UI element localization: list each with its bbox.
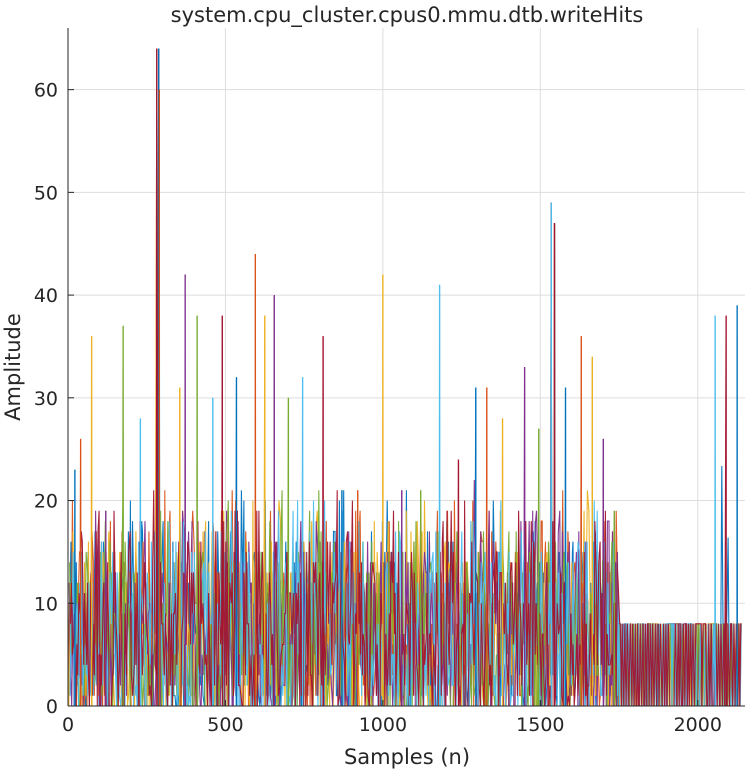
plot-area (67, 48, 742, 707)
x-tick-label: 500 (207, 714, 243, 736)
x-tick-label: 1500 (516, 714, 564, 736)
ticks: 0 500 1000 1500 2000 0 10 20 30 40 50 60 (34, 80, 722, 736)
chart-title: system.cpu_cluster.cpus0.mmu.dtb.writeHi… (171, 3, 644, 28)
y-tick-label: 50 (34, 182, 58, 204)
series-line (69, 48, 742, 707)
y-axis-label: Amplitude (1, 313, 25, 421)
x-tick-label: 2000 (674, 714, 722, 736)
y-tick-label: 10 (34, 593, 58, 615)
x-tick-label: 1000 (359, 714, 407, 736)
axes (67, 28, 745, 707)
y-tick-label: 20 (34, 491, 58, 513)
y-tick-label: 40 (34, 285, 58, 307)
y-tick-label: 0 (46, 696, 58, 718)
x-axis-label: Samples (n) (344, 745, 470, 769)
x-tick-label: 0 (62, 714, 74, 736)
y-tick-label: 30 (34, 388, 58, 410)
y-tick-label: 60 (34, 80, 58, 102)
